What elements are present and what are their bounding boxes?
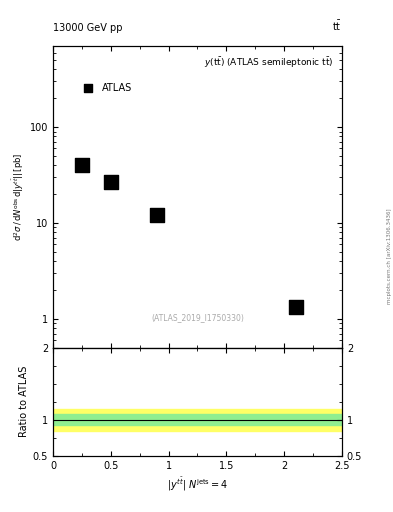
Text: 13000 GeV pp: 13000 GeV pp: [53, 23, 123, 33]
Point: [79, 161, 85, 169]
Text: $y(\mathrm{t\bar{t}})$ (ATLAS semileptonic $\mathrm{t\bar{t}}$): $y(\mathrm{t\bar{t}})$ (ATLAS semilepton…: [204, 55, 333, 70]
Text: mcplots.cern.ch [arXiv:1306.3436]: mcplots.cern.ch [arXiv:1306.3436]: [387, 208, 392, 304]
Text: $\mathrm{t\bar{t}}$: $\mathrm{t\bar{t}}$: [332, 19, 342, 33]
Text: (ATLAS_2019_I1750330): (ATLAS_2019_I1750330): [151, 313, 244, 322]
Y-axis label: $\mathrm{d}^2\sigma\,/\,\mathrm{d}N^\mathrm{obs}\,\mathrm{d}|y^{t\bar{t}}||\,[\m: $\mathrm{d}^2\sigma\,/\,\mathrm{d}N^\mat…: [10, 153, 26, 241]
Y-axis label: Ratio to ATLAS: Ratio to ATLAS: [18, 366, 29, 437]
Point: [154, 211, 160, 220]
Text: ATLAS: ATLAS: [102, 83, 132, 93]
Bar: [53, 409, 342, 431]
Point: [64, 321, 70, 329]
Point: [108, 178, 114, 186]
Bar: [53, 414, 342, 425]
Point: [292, 303, 299, 311]
X-axis label: $|y^{t\bar{t}}|\;N^\mathrm{jets}=4$: $|y^{t\bar{t}}|\;N^\mathrm{jets}=4$: [167, 476, 228, 494]
